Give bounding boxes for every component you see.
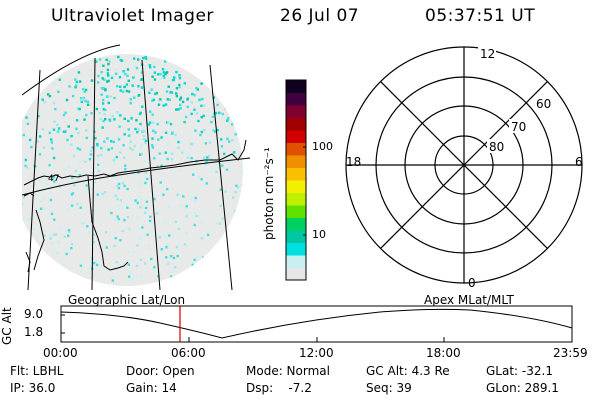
geographic-grid [22,44,251,290]
mlt-label-12: 12 [480,47,496,61]
coastline [23,139,247,273]
colorbar-segment [286,92,306,106]
colorbar-segment [286,230,306,243]
altitude-curve [60,308,573,339]
instrument-title: Ultraviolet Imager [51,6,214,26]
colorbar-segment [286,192,306,206]
status-dsp: Dsp: -7.2 [246,381,312,395]
mlat-label-60: 60 [536,97,552,111]
apex-grid-label: Apex MLat/MLT [424,293,514,307]
uv-image-disk [22,54,243,286]
image-date: 26 Jul 07 [280,6,360,26]
colorbar-segment [286,255,306,268]
status-gc-alt: GC Alt: 4.3 Re [366,364,450,378]
mlt-label-0: 0 [468,276,476,290]
image-time: 05:37:51 UT [425,6,536,26]
colorbar-segment [286,130,306,143]
colorbar-segment [286,80,306,93]
colorbar-segment [286,242,306,256]
status-door: Door: Open [126,364,195,378]
colorbar-segment [286,267,306,281]
time-tick-1200: 12:00 [299,346,334,360]
status-ip: IP: 36.0 [10,381,56,395]
geographic-grid-label: Geographic Lat/Lon [68,293,186,307]
uv-emission-pixels [22,55,243,282]
mlat-label-70: 70 [511,120,527,134]
altitude-axis-label: GC Alt [0,307,14,345]
colorbar-unit-label: photon cm⁻²s⁻¹ [262,147,276,240]
time-tick-0000: 00:00 [43,346,78,360]
colorbar-segment [286,105,306,118]
altitude-tick-1-8: 1.8 [24,325,44,339]
colorbar-segment [286,117,306,131]
colorbar-segment [286,155,306,168]
status-seq: Seq: 39 [366,381,412,395]
colorbar-tick-label-10: 10 [312,228,326,241]
mlt-label-6: 6 [575,155,583,169]
colorbar-tick-label-100: 100 [312,140,333,153]
colorbar [285,79,307,281]
altitude-strip-frame [60,305,573,343]
polar-diagonal-2 [380,81,548,249]
colorbar-frame [285,79,307,281]
mlat-label-80: 80 [489,140,505,154]
altitude-strip [60,305,573,343]
status-glat: GLat: -32.1 [486,364,553,378]
colorbar-segment [286,205,306,218]
colorbar-segment [286,180,306,193]
colorbar-segment [286,217,306,231]
status-filter: Flt: LBHL [10,364,64,378]
status-glon: GLon: 289.1 [486,381,559,395]
map-label: 47 [48,174,59,184]
status-gain: Gain: 14 [126,381,177,395]
time-tick-1800: 18:00 [426,346,461,360]
time-tick-2359: 23:59 [553,346,588,360]
mlt-label-18: 18 [346,155,362,169]
colorbar-segment [286,142,306,156]
polar-plot [345,46,583,284]
colorbar-segment [286,167,306,181]
status-mode: Mode: Normal [246,364,330,378]
time-tick-0600: 06:00 [171,346,206,360]
uv-image-panel: 47 [22,44,251,290]
altitude-tick-9: 9.0 [24,307,44,321]
